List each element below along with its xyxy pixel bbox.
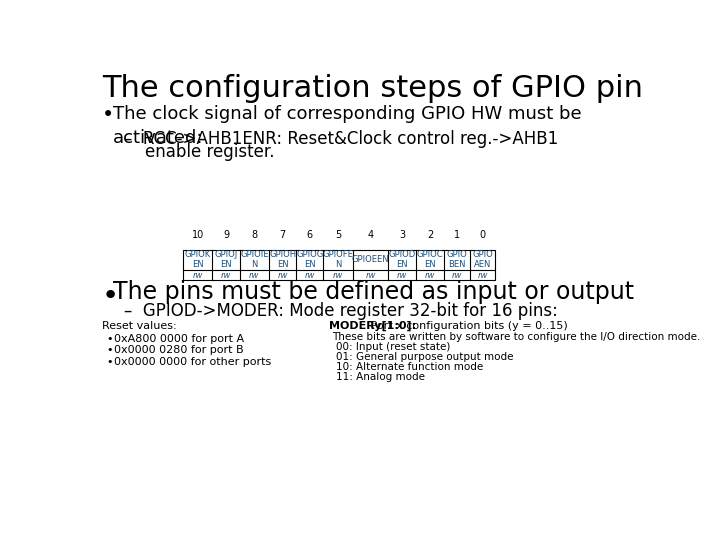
Text: GPIOK
EN: GPIOK EN — [184, 250, 211, 269]
Text: 11: Analog mode: 11: Analog mode — [336, 372, 426, 382]
Text: 01: General purpose output mode: 01: General purpose output mode — [336, 352, 514, 362]
Text: 9: 9 — [223, 231, 229, 240]
Text: rw: rw — [277, 271, 288, 280]
Text: 2: 2 — [427, 231, 433, 240]
Text: 4: 4 — [367, 231, 374, 240]
Text: 7: 7 — [279, 231, 286, 240]
Text: 10: Alternate function mode: 10: Alternate function mode — [336, 362, 484, 372]
Text: •: • — [107, 334, 113, 343]
Text: 0xA800 0000 for port A: 0xA800 0000 for port A — [114, 334, 244, 343]
Text: 00: Input (reset state): 00: Input (reset state) — [336, 342, 451, 352]
Text: 5: 5 — [335, 231, 341, 240]
Text: GPIOG
EN: GPIOG EN — [296, 250, 323, 269]
Bar — [183, 249, 495, 280]
Text: rw: rw — [221, 271, 231, 280]
Text: –  RCC->AHB1ENR: Reset&Clock control reg.->AHB1: – RCC->AHB1ENR: Reset&Clock control reg.… — [124, 130, 558, 148]
Text: GPIOJ
EN: GPIOJ EN — [215, 250, 238, 269]
Text: The clock signal of corresponding GPIO HW must be
activated:: The clock signal of corresponding GPIO H… — [113, 105, 582, 147]
Text: rw: rw — [249, 271, 259, 280]
Text: GPIOIE
N: GPIOIE N — [240, 250, 269, 269]
Text: 10: 10 — [192, 231, 204, 240]
Text: GPIO
AEN: GPIO AEN — [472, 250, 493, 269]
Text: 6: 6 — [307, 231, 312, 240]
Text: •: • — [102, 282, 119, 310]
Text: GPIOH
EN: GPIOH EN — [269, 250, 296, 269]
Text: 8: 8 — [251, 231, 257, 240]
Text: 0x0000 0000 for other ports: 0x0000 0000 for other ports — [114, 356, 271, 367]
Text: 0: 0 — [480, 231, 485, 240]
Text: rw: rw — [477, 271, 487, 280]
Text: These bits are written by software to configure the I/O direction mode.: These bits are written by software to co… — [332, 332, 700, 342]
Text: rw: rw — [365, 271, 376, 280]
Text: GPIOEEN: GPIOEEN — [352, 255, 390, 264]
Text: The pins must be defined as input or output: The pins must be defined as input or out… — [113, 280, 634, 305]
Text: •: • — [102, 105, 114, 125]
Text: –  GPIOD->MODER: Mode register 32-bit for 16 pins:: – GPIOD->MODER: Mode register 32-bit for… — [124, 302, 558, 320]
Text: rw: rw — [333, 271, 343, 280]
Text: GPIOC
EN: GPIOC EN — [417, 250, 444, 269]
Text: Port x configuration bits (y = 0..15): Port x configuration bits (y = 0..15) — [367, 321, 568, 331]
Text: enable register.: enable register. — [124, 143, 274, 161]
Text: GPIOFE
N: GPIOFE N — [323, 250, 354, 269]
Text: rw: rw — [451, 271, 462, 280]
Text: rw: rw — [425, 271, 436, 280]
Text: The configuration steps of GPIO pin: The configuration steps of GPIO pin — [102, 74, 643, 103]
Text: rw: rw — [397, 271, 408, 280]
Text: MODERy[1:0]:: MODERy[1:0]: — [329, 321, 416, 332]
Text: 3: 3 — [400, 231, 405, 240]
Text: 0x0000 0280 for port B: 0x0000 0280 for port B — [114, 345, 243, 355]
Text: rw: rw — [305, 271, 315, 280]
Text: •: • — [107, 345, 113, 355]
Text: rw: rw — [192, 271, 203, 280]
Text: Reset values:: Reset values: — [102, 321, 176, 331]
Text: GPIO
BEN: GPIO BEN — [446, 250, 467, 269]
Text: GPIOD
EN: GPIOD EN — [389, 250, 416, 269]
Text: •: • — [107, 356, 113, 367]
Text: 1: 1 — [454, 231, 460, 240]
